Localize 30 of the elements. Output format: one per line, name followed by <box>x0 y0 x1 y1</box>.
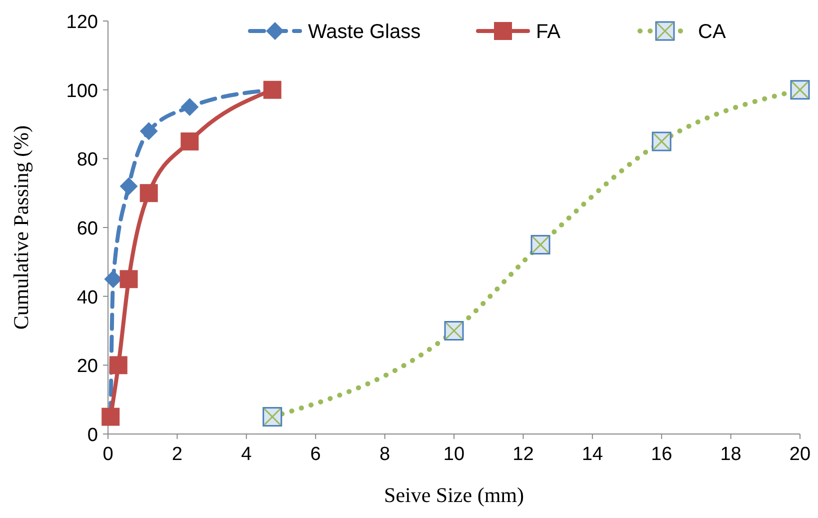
y-tick-label: 100 <box>66 80 98 102</box>
x-tick-label: 8 <box>380 444 390 465</box>
y-tick-label: 20 <box>76 356 98 378</box>
x-tick-label: 2 <box>172 444 182 465</box>
point <box>140 184 158 202</box>
y-tick-label: 40 <box>76 287 98 308</box>
x-tick-label: 20 <box>789 444 811 465</box>
x-tick-label: 0 <box>102 444 114 465</box>
y-tick-label: 60 <box>76 218 98 240</box>
point <box>120 177 138 196</box>
x-tick-label: 16 <box>651 444 672 465</box>
point <box>140 122 158 140</box>
point <box>109 356 128 374</box>
x-axis-title: Seive Size (mm) <box>384 483 524 507</box>
x-tick-label: 4 <box>241 444 252 465</box>
y-tick-label: 80 <box>76 150 98 171</box>
x-tick-label: 6 <box>310 444 321 465</box>
y-tick-label: 120 <box>66 12 98 33</box>
point <box>180 98 199 116</box>
x-tick-label: 10 <box>443 444 465 465</box>
legend-label: Waste Glass <box>308 21 421 43</box>
x-tick-label: 18 <box>720 444 742 465</box>
legend-label: FA <box>536 21 562 43</box>
point <box>120 270 138 288</box>
y-axis-title: Cumulative Passing (%) <box>9 125 33 330</box>
x-tick-label: 12 <box>512 444 534 465</box>
legend-label: CA <box>698 21 726 43</box>
point <box>180 132 199 150</box>
y-tick-label: 0 <box>87 425 98 446</box>
x-tick-label: 14 <box>582 444 604 465</box>
